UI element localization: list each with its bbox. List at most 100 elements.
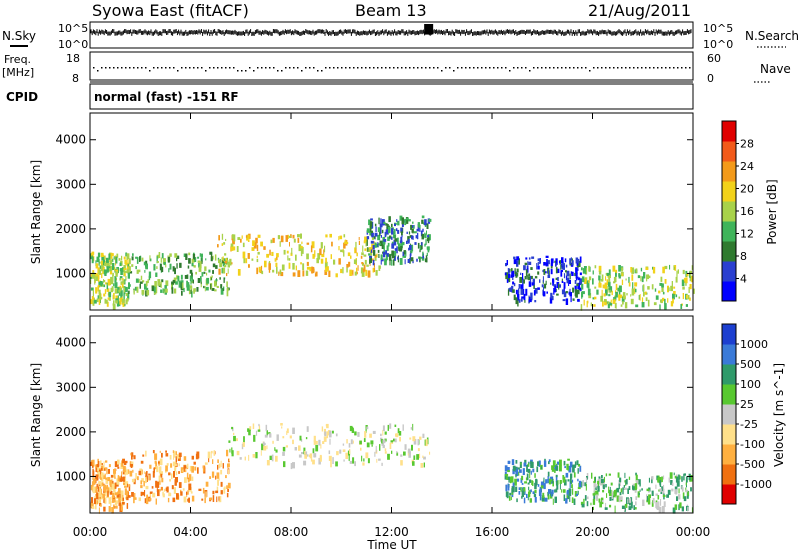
echo-cell: [507, 273, 511, 278]
echo-cell: [530, 489, 532, 493]
echo-cell: [570, 271, 573, 274]
echo-cell: [372, 258, 374, 262]
echo-cell: [678, 488, 680, 494]
echo-cell: [592, 506, 594, 511]
echo-cell: [559, 260, 561, 265]
echo-cell: [206, 277, 210, 284]
echo-cell: [90, 273, 93, 278]
echo-cell: [424, 439, 426, 446]
echo-cell: [226, 288, 229, 292]
echo-cell: [655, 484, 657, 489]
echo-cell: [226, 291, 229, 297]
echo-cell: [593, 494, 596, 500]
freq-sample: [673, 67, 675, 69]
echo-cell: [338, 236, 340, 241]
colorbar-swatch: [722, 201, 736, 222]
echo-cell: [253, 242, 257, 249]
echo-cell: [112, 263, 115, 270]
echo-cell: [108, 488, 111, 492]
echo-cell: [386, 256, 388, 261]
freq-sample: [577, 67, 579, 69]
echo-cell: [100, 264, 103, 272]
echo-cell: [678, 296, 681, 299]
echo-cell: [169, 263, 172, 270]
echo-cell: [524, 262, 528, 266]
echo-cell: [518, 258, 520, 265]
echo-cell: [371, 444, 373, 447]
echo-cell: [401, 222, 404, 227]
echo-cell: [609, 496, 612, 501]
echo-cell: [506, 496, 509, 499]
echo-cell: [98, 507, 100, 514]
freq-sample: [325, 67, 327, 69]
echo-cell: [123, 268, 127, 271]
echo-cell: [605, 502, 607, 508]
freq-sample: [501, 67, 503, 69]
echo-cell: [397, 428, 400, 434]
echo-cell: [683, 474, 685, 481]
freq-sample: [321, 70, 323, 72]
echo-cell: [571, 479, 574, 483]
echo-cell: [156, 266, 158, 269]
echo-cell: [226, 449, 229, 457]
echo-cell: [119, 268, 122, 272]
echo-cell: [664, 265, 668, 270]
echo-cell: [352, 440, 354, 444]
echo-cell: [584, 278, 587, 284]
echo-cell: [96, 483, 98, 488]
echo-cell: [216, 285, 219, 288]
echo-cell: [426, 223, 429, 229]
echo-cell: [226, 492, 229, 498]
echo-cell: [283, 461, 286, 468]
echo-cell: [134, 493, 136, 499]
echo-cell: [189, 474, 192, 481]
echo-cell: [351, 429, 355, 433]
echo-cell: [113, 504, 115, 509]
echo-cell: [255, 430, 258, 436]
echo-cell: [156, 261, 159, 263]
echo-cell: [315, 271, 318, 277]
echo-cell: [158, 461, 161, 464]
echo-cell: [584, 495, 587, 501]
echo-cell: [614, 505, 616, 513]
echo-cell: [369, 255, 372, 258]
echo-cell: [511, 270, 515, 278]
echo-cell: [343, 250, 345, 257]
echo-cell: [217, 479, 219, 486]
echo-cell: [106, 301, 109, 307]
echo-cell: [599, 501, 602, 508]
freq-sample: [525, 67, 527, 69]
echo-cell: [597, 480, 600, 485]
echo-cell: [300, 438, 303, 442]
echo-cell: [172, 280, 176, 283]
echo-cell: [131, 256, 134, 261]
echo-cell: [156, 485, 158, 493]
freq-sample: [537, 67, 539, 69]
echo-cell: [677, 269, 679, 274]
echo-cell: [119, 262, 122, 266]
echo-cell: [595, 476, 596, 482]
echo-cell: [203, 285, 205, 289]
echo-cell: [539, 258, 541, 265]
y-tick-label: 2000: [55, 425, 86, 439]
echo-cell: [152, 471, 155, 478]
echo-cell: [172, 266, 175, 272]
echo-cell: [391, 241, 394, 245]
echo-cell: [586, 301, 588, 308]
echo-cell: [643, 272, 646, 279]
echo-cell: [408, 451, 411, 458]
echo-cell: [574, 280, 577, 284]
echo-cell: [187, 478, 190, 483]
echo-cell: [537, 258, 541, 261]
echo-cell: [373, 263, 375, 268]
echo-cell: [365, 428, 367, 433]
echo-cell: [555, 474, 558, 478]
echo-cell: [109, 479, 113, 486]
echo-cell: [651, 477, 653, 484]
echo-cell: [226, 485, 228, 489]
echo-cell: [95, 500, 98, 505]
echo-cell: [382, 429, 384, 436]
echo-cell: [358, 240, 360, 245]
echo-cell: [99, 265, 103, 269]
echo-cell: [197, 256, 200, 259]
